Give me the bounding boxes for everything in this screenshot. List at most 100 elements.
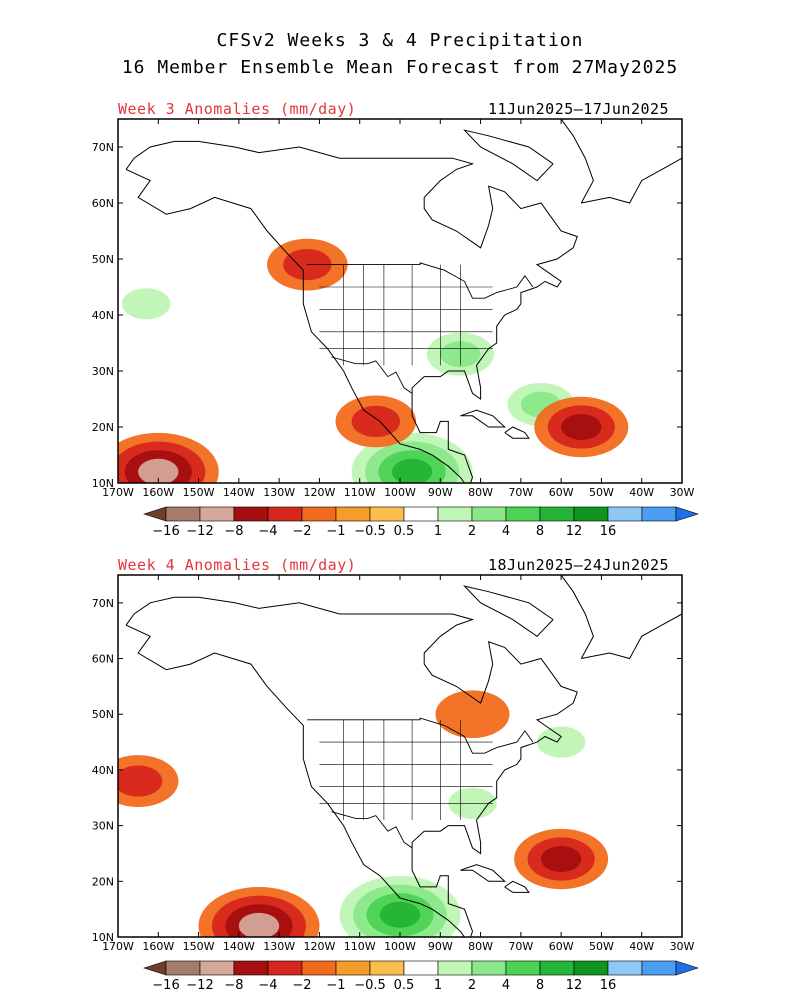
lat-tick-label: 20N <box>92 875 114 888</box>
coastline-0 <box>125 596 578 937</box>
colorbar-arrow-left <box>143 506 167 522</box>
colorbar-tick-label: −0.5 <box>354 978 386 993</box>
colorbar-swatch <box>437 506 473 522</box>
colorbar-tick-label: 8 <box>536 524 544 539</box>
lon-tick-label: 140W <box>223 486 255 499</box>
anomaly-wet-3 <box>122 288 171 320</box>
colorbar-tick-label: 12 <box>566 524 583 539</box>
lon-tick-label: 110W <box>344 486 376 499</box>
colorbar-tick-label: 0.5 <box>394 978 415 993</box>
colorbar-swatch <box>267 506 303 522</box>
us-mexico-border <box>331 811 413 849</box>
colorbar-swatch <box>165 506 201 522</box>
lat-tick-label: 60N <box>92 653 114 666</box>
colorbar-tick-label: −1 <box>326 978 345 993</box>
lon-tick-label: 90W <box>428 486 453 499</box>
lon-tick-label: 90W <box>428 940 453 953</box>
colorbar-arrow-right <box>675 960 699 976</box>
colorbar-swatch <box>539 506 575 522</box>
week3-panel-label: Week 3 Anomalies (mm/day) <box>118 100 357 118</box>
colorbar-swatch <box>641 960 677 976</box>
colorbar-tick-label: 12 <box>566 978 583 993</box>
colorbar-week3: −16 −12 −8 −4 −2 −1 −0.5 0.5 1 2 4 8 12 16 <box>143 506 699 539</box>
lat-tick-label: 30N <box>92 365 114 378</box>
us-mexico-border <box>331 356 413 394</box>
chart-title-line1: CFSv2 Weeks 3 & 4 Precipitation <box>216 30 584 51</box>
lat-tick-label: 10N <box>92 931 114 944</box>
colorbar-tick-label: 4 <box>502 978 510 993</box>
anomaly-dry-4 <box>138 458 179 483</box>
coastline-1 <box>560 119 682 204</box>
lat-tick-label: 40N <box>92 764 114 777</box>
lon-tick-label: 110W <box>344 940 376 953</box>
colorbar-swatch <box>369 960 405 976</box>
anomaly-dry-3 <box>238 912 280 937</box>
colorbar-swatch <box>505 506 541 522</box>
lon-tick-label: 80W <box>468 940 493 953</box>
lon-tick-label: 80W <box>468 486 493 499</box>
us-canada-border <box>307 262 534 299</box>
colorbar-tick-label: −12 <box>186 524 213 539</box>
colorbar-swatch <box>335 960 371 976</box>
lat-tick-label: 70N <box>92 141 114 154</box>
lon-tick-label: 160W <box>142 940 174 953</box>
lon-tick-label: 120W <box>303 940 335 953</box>
colorbar-tick-label: −16 <box>152 524 179 539</box>
lon-tick-label: 140W <box>223 940 255 953</box>
coastline-3 <box>504 880 530 893</box>
colorbar-swatch <box>233 960 269 976</box>
coastline-4 <box>462 129 554 182</box>
colorbar-week4: −16 −12 −8 −4 −2 −1 −0.5 0.5 1 2 4 8 12 16 <box>143 960 699 993</box>
colorbar-tick-label: 2 <box>468 978 476 993</box>
colorbar-tick-label: −0.5 <box>354 524 386 539</box>
lon-tick-label: 60W <box>549 940 574 953</box>
colorbar-arrow-right <box>675 506 699 522</box>
lon-tick-label: 40W <box>629 486 654 499</box>
anomaly-dry-5 <box>561 414 602 440</box>
colorbar-swatch <box>471 506 507 522</box>
colorbar-swatch <box>301 506 337 522</box>
lon-tick-label: 100W <box>384 940 416 953</box>
colorbar-swatch <box>573 960 609 976</box>
colorbar-swatch <box>539 960 575 976</box>
lon-tick-label: 130W <box>263 486 295 499</box>
colorbar-tick-label: −1 <box>326 524 345 539</box>
colorbar-tick-label: 16 <box>600 978 617 993</box>
lat-tick-label: 40N <box>92 309 114 322</box>
us-state-lines <box>319 264 493 366</box>
lon-tick-label: 40W <box>629 940 654 953</box>
chart-title-line2: 16 Member Ensemble Mean Forecast from 27… <box>121 57 679 78</box>
lat-tick-label: 50N <box>92 708 114 721</box>
colorbar-tick-label: 8 <box>536 978 544 993</box>
colorbar-swatch <box>403 506 439 522</box>
lon-tick-label: 60W <box>549 486 574 499</box>
week4-date-range: 18Jun2025–24Jun2025 <box>488 556 670 574</box>
colorbar-tick-label: 2 <box>468 524 476 539</box>
colorbar-swatch <box>199 506 235 522</box>
lat-tick-label: 60N <box>92 197 114 210</box>
coastline-1 <box>560 575 682 660</box>
lon-tick-label: 170W <box>102 940 134 953</box>
colorbar-swatch <box>369 506 405 522</box>
colorbar-tick-label: 0.5 <box>394 524 415 539</box>
colorbar-swatch <box>403 960 439 976</box>
lon-tick-label: 130W <box>263 940 295 953</box>
colorbar-tick-label: −4 <box>258 524 277 539</box>
anomaly-dry-7 <box>351 405 401 437</box>
lon-tick-label: 70W <box>508 940 533 953</box>
colorbar-tick-label: −4 <box>258 978 277 993</box>
colorbar-swatch <box>641 506 677 522</box>
lat-tick-label: 10N <box>92 477 114 490</box>
lat-tick-label: 70N <box>92 597 114 610</box>
lon-tick-label: 150W <box>183 486 215 499</box>
anomaly-dry-4 <box>540 846 582 873</box>
lon-tick-label: 30W <box>670 940 695 953</box>
lon-tick-label: 50W <box>589 486 614 499</box>
colorbar-swatch <box>335 506 371 522</box>
lon-tick-label: 120W <box>303 486 335 499</box>
colorbar-swatch <box>233 506 269 522</box>
lon-tick-label: 150W <box>183 940 215 953</box>
map-panel-week3: 170W 160W 150W 140W 130W 120W 110W 100W 90W 80W 70… <box>92 118 695 499</box>
colorbar-swatch <box>301 960 337 976</box>
coastline-0 <box>125 140 578 483</box>
